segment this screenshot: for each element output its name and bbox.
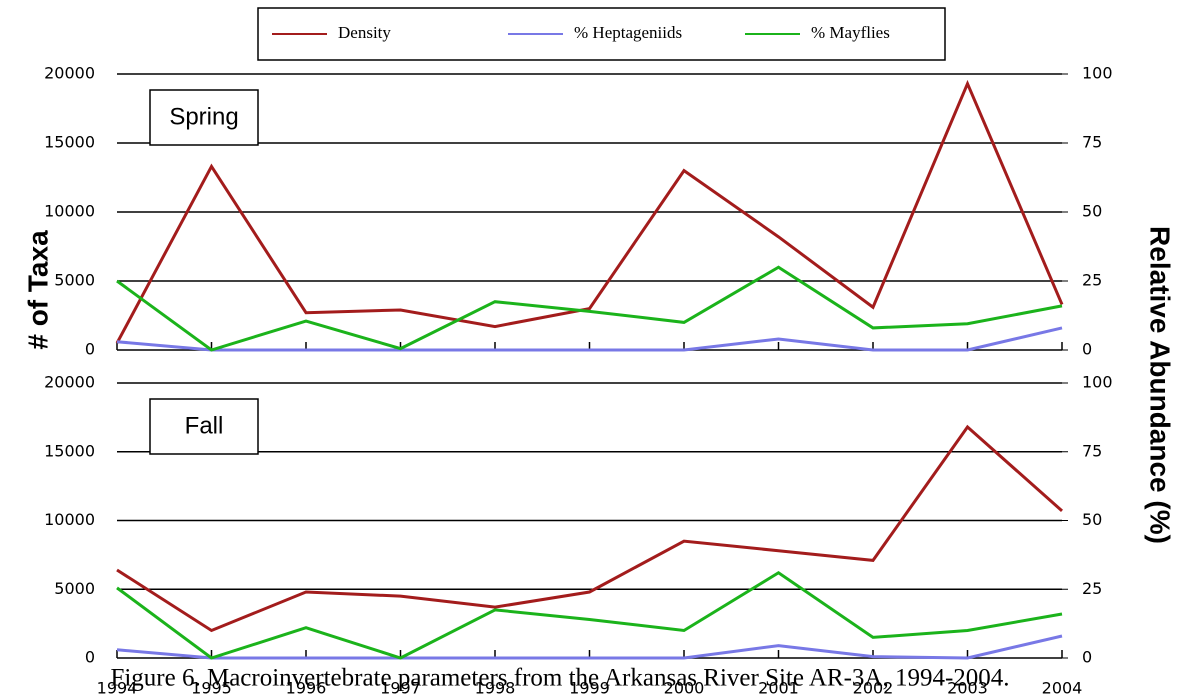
data-line	[116, 265, 1063, 352]
y2-tick-label: 50	[1082, 510, 1102, 529]
y-tick-label: 20000	[44, 64, 95, 83]
x-tick-label: 1995	[191, 679, 232, 698]
legend-box	[257, 7, 946, 61]
y-tick-label: 15000	[44, 133, 95, 152]
panel-label: Fall	[185, 412, 224, 439]
data-line	[116, 634, 1063, 660]
x-tick-label: 1996	[286, 679, 327, 698]
y2-tick-label: 25	[1082, 579, 1102, 598]
y-tick-label: 20000	[44, 373, 95, 392]
data-line	[115, 79, 1064, 344]
y2-tick-label: 100	[1082, 373, 1113, 392]
data-line	[116, 326, 1063, 352]
x-tick-label: 2003	[947, 679, 988, 698]
data-line	[116, 424, 1063, 633]
data-line	[116, 570, 1063, 660]
y-tick-label: 10000	[44, 202, 95, 221]
y-tick-label: 5000	[54, 271, 95, 290]
y2-tick-label: 0	[1082, 648, 1092, 667]
x-tick-label: 2000	[664, 679, 705, 698]
y-axis-label: # of Taxa	[22, 230, 53, 350]
x-tick-label: 1997	[380, 679, 421, 698]
x-tick-label: 1999	[569, 679, 610, 698]
y2-axis-label: Relative Abundance (%)	[1145, 226, 1176, 544]
panel-label-box	[149, 89, 259, 146]
x-tick-label: 2001	[758, 679, 799, 698]
x-tick-label: 1994	[97, 679, 138, 698]
y-tick-label: 15000	[44, 441, 95, 460]
y2-tick-label: 100	[1082, 64, 1113, 83]
legend-label: % Heptageniids	[574, 23, 682, 42]
panel-label-box	[149, 398, 259, 455]
y2-tick-label: 0	[1082, 340, 1092, 359]
y2-tick-label: 50	[1082, 202, 1102, 221]
x-tick-label: 2004	[1042, 679, 1083, 698]
y-tick-label: 5000	[54, 579, 95, 598]
y-tick-label: 10000	[44, 510, 95, 529]
x-tick-label: 2002	[853, 679, 894, 698]
x-tick-label: 1998	[475, 679, 516, 698]
caption: Figure 6. Macroinvertebrate parameters f…	[110, 665, 1009, 692]
y2-tick-label: 75	[1082, 133, 1102, 152]
y2-tick-label: 75	[1082, 441, 1102, 460]
legend-label: % Mayflies	[811, 23, 890, 42]
y2-tick-label: 25	[1082, 271, 1102, 290]
panel-label: Spring	[169, 103, 238, 130]
legend-label: Density	[338, 23, 391, 42]
y-tick-label: 0	[85, 648, 95, 667]
y-tick-label: 0	[85, 340, 95, 359]
